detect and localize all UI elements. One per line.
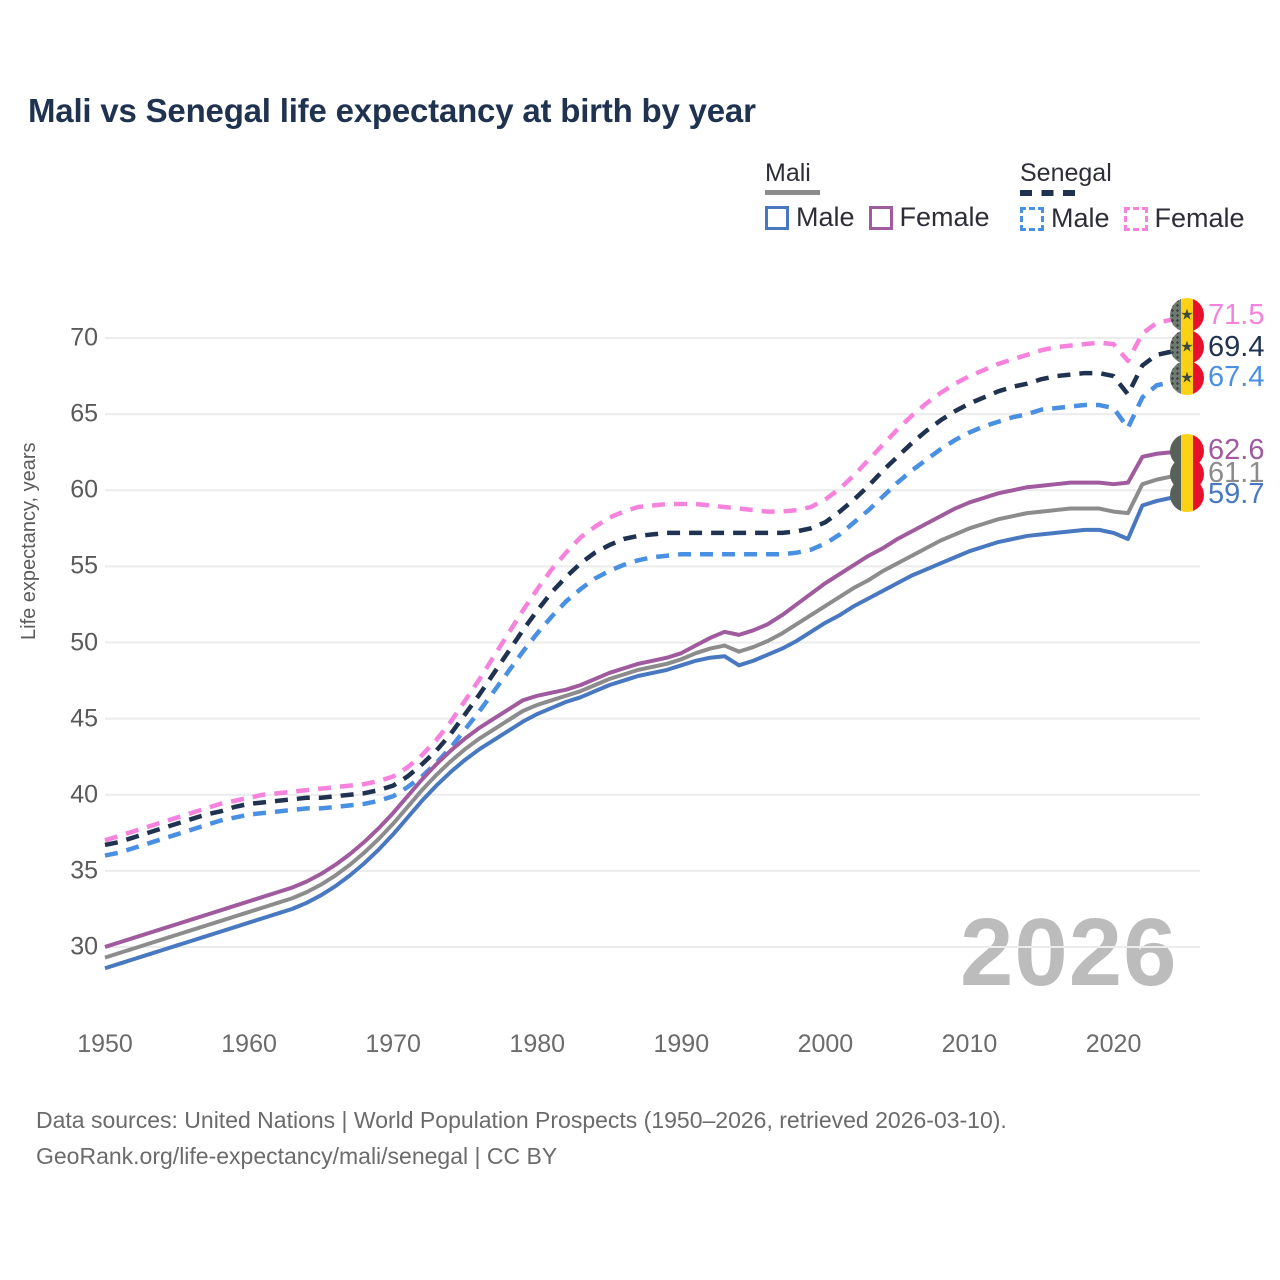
y-tick-label: 40: [70, 780, 98, 809]
mali-flag-icon: [1170, 433, 1204, 468]
end-label: 61.1: [1170, 456, 1265, 491]
series-line-senegal-male: [104, 375, 1201, 858]
square-outline-dashed-icon: [1123, 206, 1148, 231]
legend-label-senegal-female: Female: [1154, 203, 1245, 234]
legend-rule-dashed: [1020, 190, 1075, 197]
y-tick-label: 70: [70, 323, 98, 352]
end-label: ★ 71.5: [1170, 298, 1265, 333]
end-label-value: 59.7: [1208, 478, 1265, 511]
senegal-flag-icon: ★: [1170, 330, 1204, 365]
end-label: 59.7: [1170, 477, 1265, 512]
y-tick-label: 50: [70, 628, 98, 656]
end-label-value: 69.4: [1208, 330, 1265, 363]
chart-legend: Mali Male Female Senegal Male: [755, 160, 1255, 240]
footer-line-2: GeoRank.org/life-expectancy/mali/senegal…: [36, 1142, 558, 1169]
legend-rule-solid: [765, 190, 820, 196]
series-line-mali-female: [104, 448, 1200, 949]
end-label-value: 61.1: [1208, 457, 1265, 490]
square-outline-dashed-icon: [1020, 206, 1044, 231]
footer-credits: Data sources: United Nations | World Pop…: [36, 1103, 1007, 1174]
square-outline-icon: [765, 205, 789, 230]
y-tick-label: 30: [70, 932, 98, 961]
senegal-flag-icon: ★: [1170, 360, 1204, 395]
series-line-mali-total: [104, 471, 1201, 960]
x-tick-label: 1950: [77, 1030, 133, 1058]
senegal-flag-icon: ★: [1170, 298, 1204, 333]
series-line-senegal-female: [104, 312, 1201, 843]
legend-item-mali-male[interactable]: Male: [765, 202, 855, 233]
series-line-senegal-total: [104, 344, 1201, 848]
end-label-value: 62.6: [1208, 434, 1265, 467]
end-label: ★ 69.4: [1170, 330, 1265, 365]
end-label: 62.6: [1170, 433, 1265, 468]
legend-country-senegal: Senegal: [1020, 159, 1112, 187]
y-tick-label: 65: [70, 399, 98, 428]
legend-item-senegal-female[interactable]: Female: [1123, 203, 1245, 234]
y-axis-title: Life expectancy, years: [18, 442, 40, 640]
y-tick-label: 55: [70, 551, 98, 580]
y-tick-label: 35: [70, 856, 98, 885]
x-tick-label: 1960: [221, 1030, 277, 1058]
x-tick-label: 2010: [941, 1030, 998, 1058]
x-tick-label: 1980: [509, 1030, 566, 1058]
end-label: ★ 67.4: [1170, 360, 1265, 395]
legend-country-mali: Mali: [765, 159, 811, 187]
y-tick-label: 45: [70, 704, 98, 733]
legend-item-senegal-male[interactable]: Male: [1020, 203, 1110, 234]
x-tick-label: 2020: [1085, 1030, 1142, 1058]
y-tick-label: 60: [70, 475, 98, 504]
legend-item-mali-female[interactable]: Female: [868, 202, 990, 233]
legend-group-senegal: Senegal Male Female: [1020, 160, 1245, 234]
mali-flag-icon: [1170, 456, 1204, 491]
page-title: Mali vs Senegal life expectancy at birth…: [28, 92, 756, 129]
end-label-value: 67.4: [1208, 361, 1265, 394]
end-label-value: 71.5: [1208, 298, 1265, 331]
footer-line-1: Data sources: United Nations | World Pop…: [36, 1107, 1007, 1133]
watermark-year: 2026: [960, 899, 1178, 1006]
legend-label-mali-male: Male: [796, 202, 855, 233]
legend-label-senegal-male: Male: [1051, 203, 1110, 234]
x-tick-label: 1970: [365, 1030, 421, 1058]
x-tick-label: 2000: [797, 1030, 854, 1058]
square-outline-icon: [868, 205, 893, 230]
legend-label-mali-female: Female: [899, 202, 990, 233]
mali-flag-icon: [1170, 477, 1204, 512]
x-tick-label: 1990: [653, 1030, 710, 1058]
legend-group-mali: Mali Male Female: [765, 160, 990, 233]
